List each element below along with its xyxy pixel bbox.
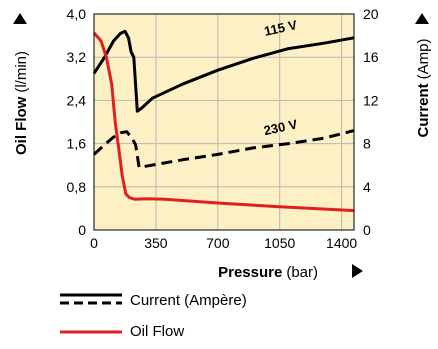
y-right-tick-label-1: 4	[363, 179, 371, 195]
y-left-tick-label-5: 4,0	[67, 6, 87, 22]
y-right-axis-arrow-icon	[415, 13, 429, 24]
y-left-ticks: 0 0,8 1,6 2,4 3,2 4,0	[67, 6, 87, 238]
y-left-tick-label-2: 1,6	[67, 136, 87, 152]
y-left-tick-label-0: 0	[78, 222, 86, 238]
series-lines	[92, 29, 355, 213]
y-left-tick-label-1: 0,8	[67, 179, 87, 195]
x-tick-label-1: 350	[144, 235, 168, 251]
annotation-230-v: 230 V	[262, 116, 299, 138]
y-right-tick-label-0: 0	[363, 222, 371, 238]
y-right-ticks: 0 4 8 12 16 20	[363, 6, 379, 238]
y-right-tick-label-2: 8	[363, 136, 371, 152]
legend: Current (Ampère) Oil Flow	[60, 287, 247, 349]
y-right-tick-label-4: 16	[363, 49, 379, 65]
legend-label-oil-flow: Oil Flow	[130, 322, 185, 340]
x-tick-label-3: 1050	[264, 235, 295, 251]
y-right-tick-label-5: 20	[363, 6, 379, 22]
plot-frame	[93, 13, 355, 231]
legend-item-oil-flow: Oil Flow	[60, 318, 247, 344]
x-tick-label-2: 700	[206, 235, 230, 251]
x-tick-label-4: 1400	[326, 235, 357, 251]
y-left-tick-label-4: 3,2	[67, 49, 87, 65]
x-axis-title: Pressure (bar)	[218, 264, 318, 281]
y-right-tick-label-3: 12	[363, 92, 379, 108]
y-left-axis-title: Oil Flow(l/min)	[13, 51, 30, 155]
annotations: 115 V 230 V	[262, 17, 299, 138]
legend-label-current: Current (Ampère)	[130, 291, 247, 309]
y-left-axis-arrow-icon	[13, 13, 27, 24]
legend-swatch-oil-flow	[60, 330, 122, 334]
legend-item-current: Current (Ampère)	[60, 287, 247, 313]
series-line-oil-flow	[92, 31, 355, 213]
x-ticks: 0 350 700 1050 1400	[90, 235, 357, 251]
series-line-115-v	[92, 29, 355, 113]
legend-swatch-current	[60, 293, 122, 305]
plot-background	[94, 14, 354, 230]
y-right-axis-title: Current(Amp)	[415, 38, 432, 137]
x-axis-arrow-icon	[352, 264, 363, 278]
y-left-tick-label-3: 2,4	[67, 92, 87, 108]
annotation-115-v: 115 V	[263, 17, 299, 39]
x-tick-label-0: 0	[90, 235, 98, 251]
